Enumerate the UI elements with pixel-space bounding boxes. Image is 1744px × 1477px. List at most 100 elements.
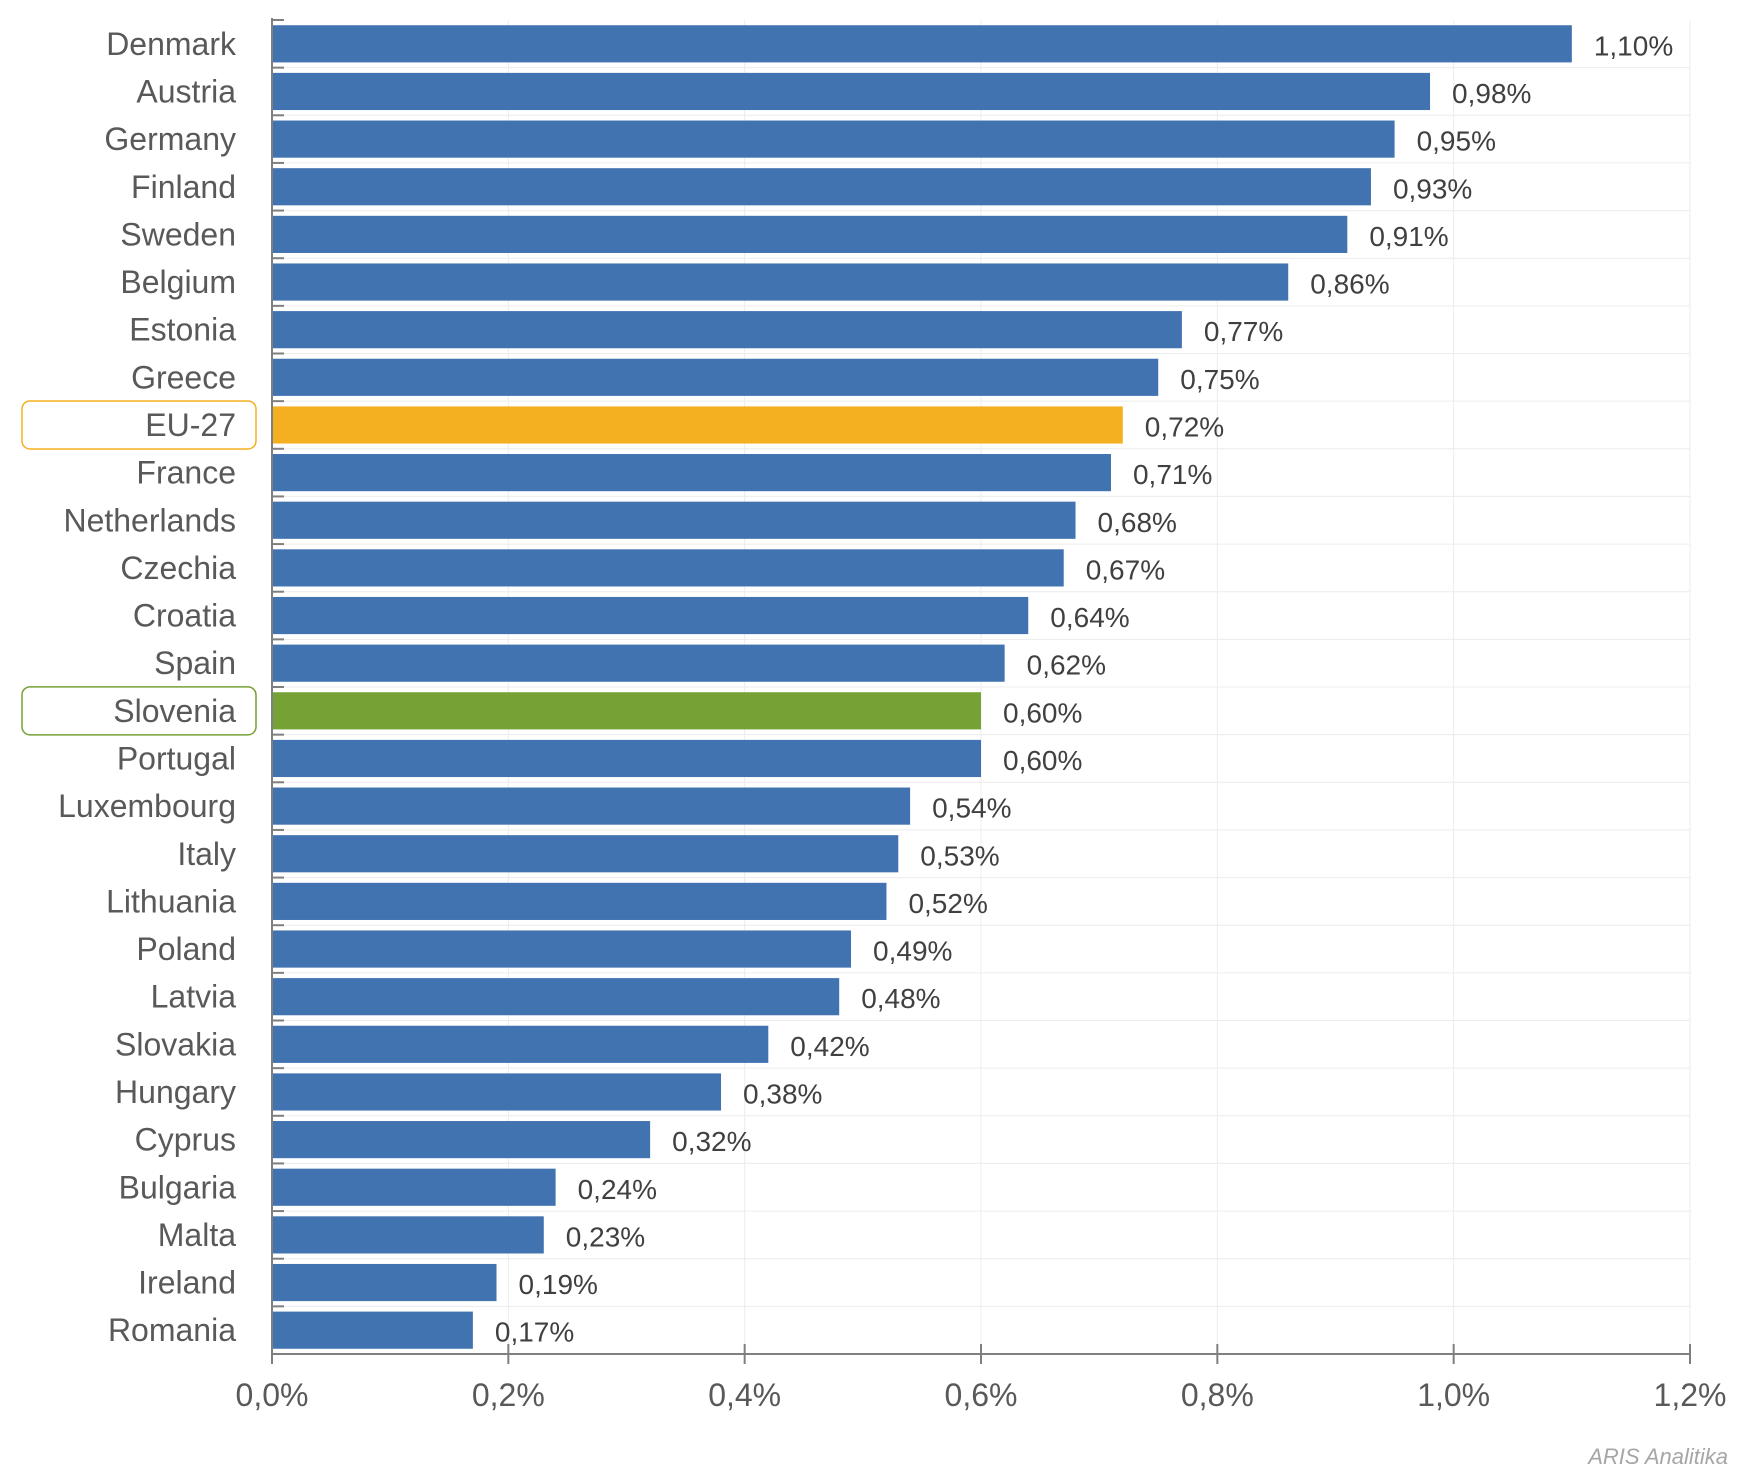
bar (272, 501, 1076, 539)
category-label: Czechia (120, 550, 236, 586)
x-tick-label: 1,0% (1417, 1377, 1490, 1413)
highlight-box-slovenia (21, 686, 257, 736)
category-label: Estonia (129, 312, 236, 348)
x-tick-label: 0,4% (708, 1377, 781, 1413)
bar (272, 1121, 651, 1159)
data-label: 0,93% (1393, 173, 1472, 204)
data-label: 0,19% (519, 1269, 598, 1300)
category-label: Belgium (120, 264, 236, 300)
bar (272, 358, 1159, 396)
data-label: 0,62% (1027, 650, 1106, 681)
bar (272, 454, 1111, 492)
x-tick-label: 1,2% (1654, 1377, 1727, 1413)
bar (272, 72, 1431, 111)
category-labels: Denmark Austria Germany Finland Sweden Belgiu… (58, 26, 237, 1348)
category-label: Romania (108, 1312, 236, 1348)
category-label: Denmark (106, 26, 237, 62)
category-label: Greece (131, 359, 236, 395)
category-label: Ireland (138, 1265, 236, 1301)
bar (272, 168, 1371, 206)
data-label: 0,86% (1310, 269, 1389, 300)
category-label: Malta (158, 1217, 236, 1253)
bar (272, 692, 981, 730)
data-label: 0,71% (1133, 459, 1212, 490)
gridlines (272, 20, 1691, 1355)
data-label: 0,60% (1003, 745, 1082, 776)
x-axis-ticks: 0,0% 0,2% 0,4% 0,6% 0,8% 1,0% 1,2% (236, 1344, 1727, 1413)
data-label: 0,52% (908, 888, 987, 919)
bar (272, 1025, 769, 1063)
category-label: Bulgaria (119, 1169, 237, 1205)
data-label: 0,17% (495, 1317, 574, 1348)
data-label: 0,64% (1050, 602, 1129, 633)
data-label: 0,23% (566, 1221, 645, 1252)
data-label: 0,42% (790, 1031, 869, 1062)
bar (272, 1263, 497, 1302)
data-label: 1,10% (1594, 30, 1673, 61)
data-label: 0,68% (1098, 507, 1177, 538)
data-label: 0,75% (1180, 364, 1259, 395)
data-label: 0,32% (672, 1126, 751, 1157)
category-label: France (136, 455, 236, 491)
bar (272, 787, 911, 825)
data-label: 0,38% (743, 1078, 822, 1109)
bar (272, 596, 1029, 635)
data-label: 0,60% (1003, 697, 1082, 728)
category-label: Germany (104, 121, 236, 157)
category-label: EU-27 (145, 407, 236, 443)
data-label: 0,91% (1369, 221, 1448, 252)
x-tick-label: 0,8% (1181, 1377, 1254, 1413)
category-label: Spain (154, 645, 236, 681)
bars (272, 25, 1572, 1349)
category-label: Netherlands (63, 502, 236, 538)
data-label: 0,24% (578, 1174, 657, 1205)
data-label: 0,98% (1452, 78, 1531, 109)
bar (272, 215, 1348, 253)
category-label: Cyprus (135, 1122, 236, 1158)
bar (272, 1168, 556, 1206)
bar (272, 1216, 544, 1254)
category-label: Croatia (133, 598, 236, 634)
bar (272, 25, 1572, 63)
category-label: Italy (177, 836, 236, 872)
data-label: 0,77% (1204, 316, 1283, 347)
bar (272, 549, 1064, 587)
data-label: 0,67% (1086, 554, 1165, 585)
bar (272, 1311, 473, 1349)
bar (272, 978, 840, 1016)
category-label: Slovakia (115, 1026, 236, 1062)
category-label: Luxembourg (58, 788, 236, 824)
bar (272, 1073, 722, 1111)
bar (272, 311, 1182, 349)
data-label: 0,48% (861, 983, 940, 1014)
bar (272, 263, 1289, 301)
x-tick-label: 0,0% (236, 1377, 309, 1413)
bar (272, 930, 852, 968)
data-label: 0,72% (1145, 411, 1224, 442)
category-label: Slovenia (113, 693, 236, 729)
highlight-boxes (21, 400, 257, 736)
x-tick-label: 0,6% (945, 1377, 1018, 1413)
category-label: Sweden (120, 216, 236, 252)
x-tick-label: 0,2% (472, 1377, 545, 1413)
bar (272, 882, 887, 920)
category-label: Lithuania (106, 883, 236, 919)
data-label: 0,54% (932, 793, 1011, 824)
category-label: Poland (136, 931, 236, 967)
source-note: ARIS Analitika (1586, 1444, 1728, 1469)
data-label: 0,95% (1417, 126, 1496, 157)
highlight-box-eu-27 (21, 400, 257, 450)
category-label: Portugal (117, 740, 236, 776)
category-label: Austria (136, 73, 236, 109)
bar (272, 644, 1005, 682)
value-labels: 1,10% 0,98% 0,95% 0,93% 0,91% 0,86% 0,77% 0,75%… (495, 30, 1673, 1347)
category-label: Hungary (115, 1074, 236, 1110)
bar (272, 406, 1123, 444)
bar (272, 739, 981, 778)
category-label: Latvia (151, 979, 237, 1015)
bar (272, 835, 899, 873)
category-label: Finland (131, 169, 236, 205)
bar (272, 120, 1395, 158)
data-label: 0,49% (873, 936, 952, 967)
